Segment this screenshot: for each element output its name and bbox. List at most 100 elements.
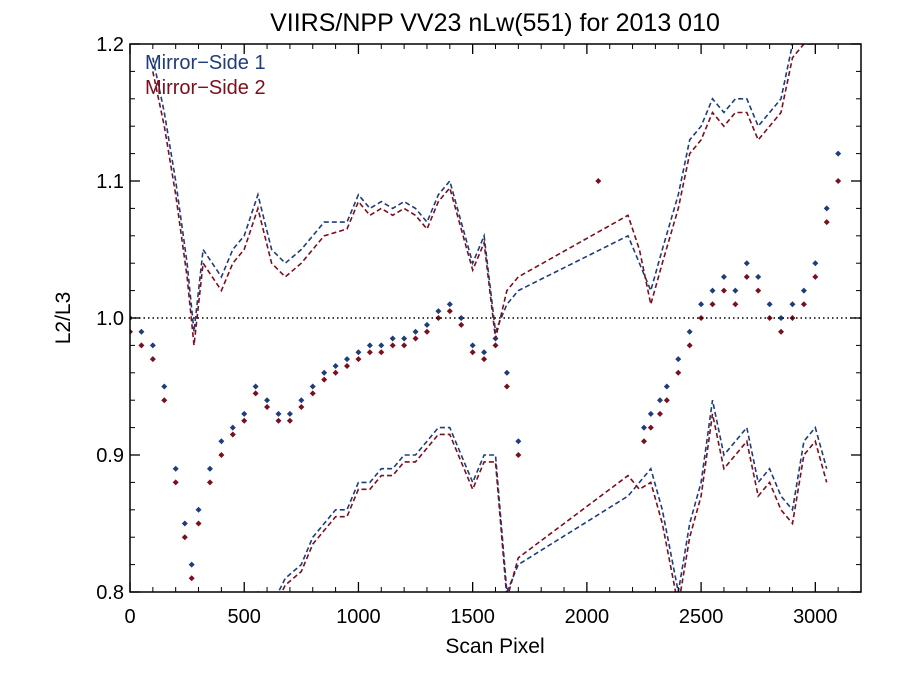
mirror-side-2-data-point [675,369,682,376]
mirror-side-2-lower-bound-line [280,413,828,592]
mirror-side-2-data-point [138,342,145,349]
mirror-side-1-data-point [835,150,842,157]
mirror-side-1-data-point [732,287,739,294]
mirror-side-2-data-point [389,342,396,349]
chart-title: VIIRS/NPP VV23 nLw(551) for 2013 010 [270,9,720,37]
mirror-side-1-data-point [720,273,727,280]
mirror-side-2-data-point [647,424,654,431]
mirror-side-1-data-point [138,328,145,335]
mirror-side-2-data-point [241,417,248,424]
mirror-side-2-data-point [286,417,293,424]
y-tick-label: 1.0 [96,308,124,330]
mirror-side-1-data-point [675,356,682,363]
legend-item-mirror-side-2: Mirror−Side 2 [145,77,266,99]
mirror-side-1-data-point [435,308,442,315]
mirror-side-1-data-point [640,424,647,431]
mirror-side-1-data-point [778,315,785,321]
mirror-side-2-data-point [812,273,819,280]
mirror-side-1-data-point [355,349,362,356]
y-tick-label: 0.9 [96,445,124,467]
mirror-side-2-data-point [823,219,830,226]
mirror-side-2-data-point [800,301,807,308]
mirror-side-1-data-point [401,335,408,342]
mirror-side-1-data-point [206,465,213,472]
mirror-side-1-data-point [321,369,328,376]
mirror-side-1-data-point [378,342,385,349]
mirror-side-2-data-point [206,479,213,486]
mirror-side-2-data-point [469,349,476,356]
mirror-side-2-data-point [401,342,408,349]
mirror-side-1-data-point [812,260,819,267]
mirror-side-2-data-point [195,520,202,527]
mirror-side-2-data-point [640,438,647,445]
mirror-side-2-data-point [275,417,282,424]
mirror-side-1-data-point [698,301,705,308]
mirror-side-1-data-point [823,205,830,212]
mirror-side-2-data-point [229,431,236,438]
plot-content [130,44,842,592]
mirror-side-2-data-point [332,369,339,376]
mirror-side-2-data-point [481,356,488,363]
mirror-side-2-data-point [656,410,663,417]
mirror-side-1-lower-bound-line [256,400,828,592]
mirror-side-2-data-point [720,287,727,294]
mirror-side-1-data-point [298,397,305,404]
mirror-side-2-data-point [149,356,156,363]
mirror-side-2-data-point [344,362,351,369]
mirror-side-1-data-point [344,356,351,363]
mirror-side-2-data-point [458,321,465,328]
mirror-side-1-data-point [789,301,796,308]
mirror-side-1-data-point [656,397,663,404]
mirror-side-1-data-point [264,397,271,404]
mirror-side-2-data-point [412,335,419,342]
mirror-side-1-data-point [229,424,236,431]
mirror-side-2-data-point [435,315,442,321]
mirror-side-1-data-point [412,328,419,335]
x-tick-label: 3000 [793,606,838,628]
mirror-side-2-data-point [181,534,188,541]
mirror-side-2-data-point [778,328,785,335]
y-tick-label: 0.8 [96,582,124,604]
mirror-side-1-data-point [366,342,373,349]
mirror-side-1-data-point [663,383,670,390]
y-axis-title: L2/L3 [52,292,75,345]
mirror-side-1-data-point [252,383,259,390]
mirror-side-2-data-point [218,452,225,458]
mirror-side-2-data-point [709,301,716,308]
x-axis-title: Scan Pixel [445,635,544,658]
mirror-side-2-data-point [298,404,305,411]
y-tick-label: 1.2 [96,34,124,56]
mirror-side-2-data-point [172,479,179,486]
mirror-side-2-data-point [503,383,510,390]
mirror-side-2-data-point [515,452,522,458]
mirror-side-2-data-point [366,349,373,356]
mirror-side-1-upper-bound-line [152,44,794,335]
x-tick-label: 1000 [336,606,381,628]
mirror-side-1-data-point [755,273,762,280]
mirror-side-1-data-point [469,342,476,349]
mirror-side-1-data-point [481,349,488,356]
mirror-side-1-data-point [389,335,396,342]
mirror-side-1-data-point [332,362,339,369]
x-tick-label: 500 [228,606,261,628]
x-tick-label: 2000 [565,606,610,628]
mirror-side-1-data-point [181,520,188,527]
mirror-side-2-data-point [686,342,693,349]
x-tick-label: 0 [124,606,135,628]
mirror-side-2-data-point [309,390,316,397]
mirror-side-1-data-point [286,410,293,417]
mirror-side-1-data-point [743,260,750,267]
mirror-side-2-data-point [355,356,362,363]
mirror-side-1-data-point [766,301,773,308]
mirror-side-2-data-point [446,308,453,315]
mirror-side-2-data-point [743,273,750,280]
mirror-side-1-data-point [503,369,510,376]
mirror-side-2-data-point [423,328,430,335]
mirror-side-1-data-point [423,321,430,328]
mirror-side-1-data-point [686,328,693,335]
mirror-side-1-data-point [218,438,225,445]
mirror-side-2-data-point [252,390,259,397]
y-tick-label: 1.1 [96,171,124,193]
mirror-side-2-data-point [663,397,670,404]
